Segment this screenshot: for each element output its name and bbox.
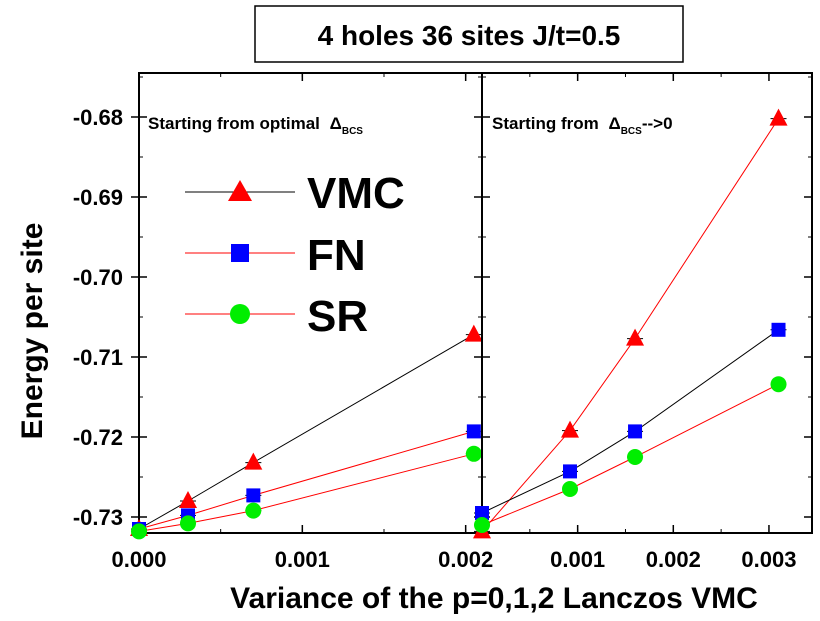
point-sr [131, 523, 147, 540]
left-panel: 0.000 0.001 0.002 -0.73 -0.72 -0.71 -0.70 -0.69… [73, 72, 493, 572]
right-ticks: 0.001 0.002 0.003 [482, 73, 812, 572]
point-fn [563, 464, 577, 479]
point-sr [770, 376, 787, 393]
point-sr [465, 445, 482, 462]
series-line-fn [481, 329, 779, 514]
x-tick-label: 0.002 [646, 547, 701, 572]
right-panel: 0.001 0.002 0.003 Starting from ΔBCS-->0 [473, 72, 813, 572]
legend-sr-marker [230, 304, 250, 324]
x-tick-label: 0.001 [550, 547, 605, 572]
point-vmc [464, 324, 483, 342]
point-sr [180, 515, 196, 532]
point-vmc [561, 420, 579, 438]
legend: VMC FN SR [185, 169, 405, 341]
point-fn [246, 488, 261, 503]
series-line-vmc [481, 118, 779, 532]
y-tick-label: -0.72 [73, 425, 123, 450]
x-tick-label: 0.000 [111, 547, 166, 572]
left-panel-annotation: Starting from optimal ΔBCS [148, 114, 363, 137]
point-vmc [626, 328, 645, 346]
series-line-vmc [138, 334, 475, 530]
series-line-sr [481, 383, 779, 526]
point-vmc [769, 108, 788, 126]
series-line-fn [138, 430, 474, 530]
point-fn [475, 506, 489, 520]
chart-title: 4 holes 36 sites J/t=0.5 [318, 20, 621, 51]
point-vmc [244, 452, 263, 470]
point-sr [474, 517, 490, 533]
y-tick-label: -0.71 [73, 345, 123, 370]
left-series [130, 324, 483, 540]
point-sr [245, 502, 262, 519]
y-tick-label: -0.68 [73, 105, 123, 130]
right-panel-frame [481, 72, 813, 534]
right-series [473, 108, 788, 539]
point-fn [466, 424, 481, 439]
x-tick-label: 0.001 [275, 547, 330, 572]
series-line-sr [138, 453, 474, 532]
y-axis-label: Energy per site [16, 223, 49, 440]
left-ticks: 0.000 0.001 0.002 -0.73 -0.72 -0.71 -0.70 -0.69… [73, 73, 493, 572]
legend-vmc-label: VMC [307, 169, 405, 218]
point-fn [771, 322, 786, 337]
legend-vmc-marker [228, 180, 252, 201]
point-vmc [179, 491, 197, 508]
legend-fn-marker [231, 244, 249, 262]
y-tick-label: -0.73 [73, 505, 123, 530]
x-tick-label: 0.003 [741, 547, 796, 572]
point-sr [562, 481, 578, 497]
legend-fn-label: FN [307, 231, 366, 280]
legend-sr-label: SR [307, 292, 368, 341]
y-tick-label: -0.70 [73, 265, 123, 290]
point-sr [627, 449, 644, 465]
y-tick-label: -0.69 [73, 185, 123, 210]
title-box [254, 5, 684, 63]
point-fn [628, 424, 643, 439]
x-axis-label: Variance of the p=0,1,2 Lanczos VMC [230, 582, 758, 615]
right-panel-annotation: Starting from ΔBCS-->0 [492, 114, 673, 137]
x-tick-label: 0.002 [438, 547, 493, 572]
